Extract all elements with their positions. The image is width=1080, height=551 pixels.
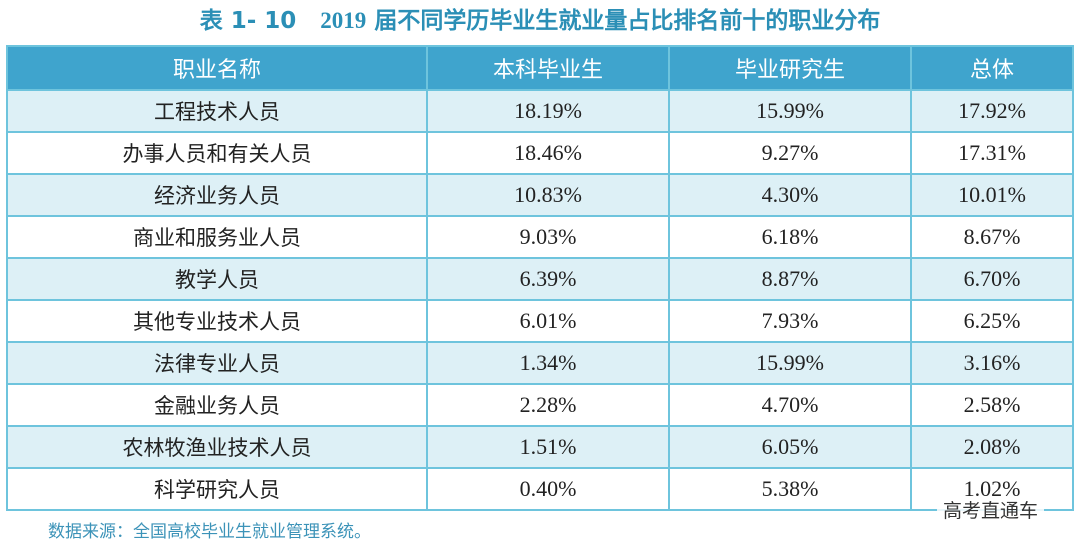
cell-overall: 6.70% [910,257,1074,301]
table-row: 工程技术人员 18.19% 15.99% 17.92% [6,89,1074,133]
header-row: 职业名称 本科毕业生 毕业研究生 总体 [6,45,1074,91]
occupation-distribution-table: 职业名称 本科毕业生 毕业研究生 总体 工程技术人员 18.19% 15.99% 17… [6,45,1074,511]
cell-occupation: 其他专业技术人员 [6,299,428,343]
table-row: 教学人员 6.39% 8.87% 6.70% [6,257,1074,301]
cell-undergrad: 6.01% [426,299,670,343]
table-number: 表 1- 10 [199,8,297,34]
table-row: 其他专业技术人员 6.01% 7.93% 6.25% [6,299,1074,343]
header-undergrad: 本科毕业生 [426,45,670,91]
cell-undergrad: 18.46% [426,131,670,175]
cell-overall: 2.58% [910,383,1074,427]
cell-graduate: 15.99% [668,89,912,133]
data-source-note: 数据来源：全国高校毕业生就业管理系统。 [48,522,371,542]
table-header: 职业名称 本科毕业生 毕业研究生 总体 [6,45,1074,91]
cell-occupation: 科学研究人员 [6,467,428,511]
cell-overall: 10.01% [910,173,1074,217]
watermark-text: 高考直通车 [937,496,1045,526]
header-occupation: 职业名称 [6,45,428,91]
title-year: 2019 [320,8,367,33]
cell-graduate: 9.27% [668,131,912,175]
cell-occupation: 法律专业人员 [6,341,428,385]
cell-graduate: 15.99% [668,341,912,385]
cell-graduate: 7.93% [668,299,912,343]
cell-undergrad: 1.51% [426,425,670,469]
cell-overall: 6.25% [910,299,1074,343]
cell-graduate: 4.30% [668,173,912,217]
cell-undergrad: 0.40% [426,467,670,511]
cell-undergrad: 9.03% [426,215,670,259]
cell-occupation: 教学人员 [6,257,428,301]
cell-graduate: 6.05% [668,425,912,469]
cell-occupation: 金融业务人员 [6,383,428,427]
cell-graduate: 4.70% [668,383,912,427]
table-row: 商业和服务业人员 9.03% 6.18% 8.67% [6,215,1074,259]
table-row: 法律专业人员 1.34% 15.99% 3.16% [6,341,1074,385]
cell-undergrad: 2.28% [426,383,670,427]
table-row: 办事人员和有关人员 18.46% 9.27% 17.31% [6,131,1074,175]
table-row: 经济业务人员 10.83% 4.30% 10.01% [6,173,1074,217]
header-overall: 总体 [910,45,1074,91]
cell-graduate: 6.18% [668,215,912,259]
cell-graduate: 8.87% [668,257,912,301]
title-text: 届不同学历毕业生就业量占比排名前十的职业分布 [374,8,881,34]
table-body: 工程技术人员 18.19% 15.99% 17.92% 办事人员和有关人员 18.46% 9… [6,89,1074,511]
cell-occupation: 工程技术人员 [6,89,428,133]
table-row: 金融业务人员 2.28% 4.70% 2.58% [6,383,1074,427]
cell-undergrad: 6.39% [426,257,670,301]
cell-overall: 8.67% [910,215,1074,259]
cell-undergrad: 1.34% [426,341,670,385]
cell-overall: 17.92% [910,89,1074,133]
table-row: 农林牧渔业技术人员 1.51% 6.05% 2.08% [6,425,1074,469]
cell-occupation: 商业和服务业人员 [6,215,428,259]
cell-graduate: 5.38% [668,467,912,511]
header-graduate: 毕业研究生 [668,45,912,91]
cell-overall: 3.16% [910,341,1074,385]
cell-occupation: 办事人员和有关人员 [6,131,428,175]
cell-occupation: 经济业务人员 [6,173,428,217]
cell-undergrad: 10.83% [426,173,670,217]
table-title: 表 1- 10 2019 届不同学历毕业生就业量占比排名前十的职业分布 [0,4,1080,38]
cell-undergrad: 18.19% [426,89,670,133]
cell-occupation: 农林牧渔业技术人员 [6,425,428,469]
table-row: 科学研究人员 0.40% 5.38% 1.02% [6,467,1074,511]
cell-overall: 2.08% [910,425,1074,469]
cell-overall: 17.31% [910,131,1074,175]
